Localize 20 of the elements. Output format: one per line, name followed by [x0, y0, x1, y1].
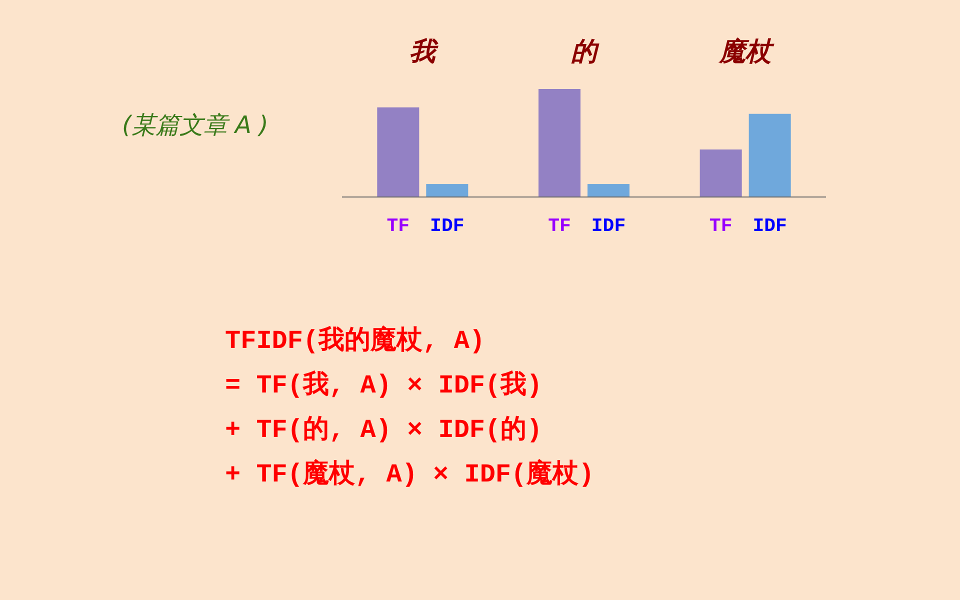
text: TFIDF(我的魔杖, A) [225, 325, 486, 356]
text: + TF(魔杖, A) × IDF(魔杖) [225, 458, 594, 490]
text: = TF(我, A) × IDF(我) [225, 370, 542, 400]
text: + TF(的, A) × IDF(的) [225, 415, 542, 445]
series-label: TF [386, 215, 410, 237]
bar [377, 107, 420, 197]
bar [748, 114, 791, 197]
x-tick-label: 魔杖 [717, 37, 774, 67]
text: (某篇文章 A ) [122, 111, 268, 139]
x-tick-label: 我 [410, 37, 440, 67]
text: IDF [752, 215, 787, 237]
text: TF [709, 215, 732, 237]
bar [588, 184, 630, 197]
text: TF [548, 215, 571, 237]
bar [426, 184, 468, 197]
x-tick-label: 的 [571, 37, 600, 67]
text: IDF [591, 215, 626, 237]
series-label: IDF [430, 215, 464, 237]
bar [538, 89, 580, 197]
bar [700, 149, 742, 197]
